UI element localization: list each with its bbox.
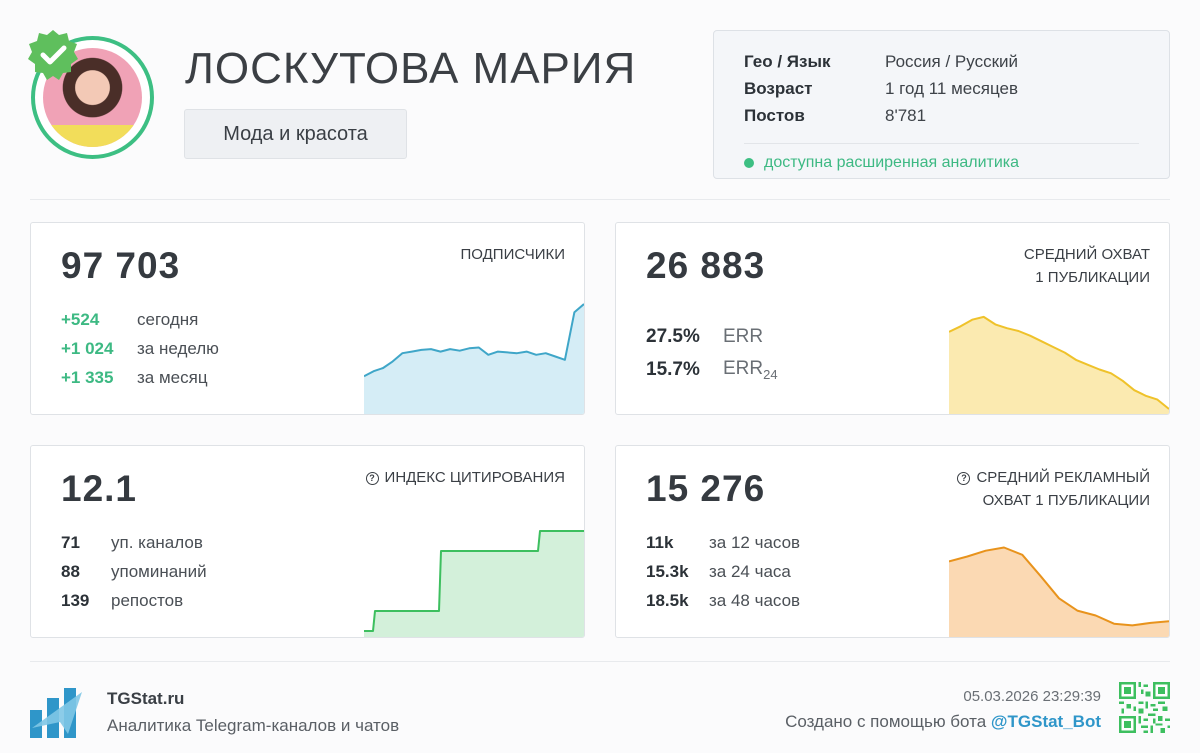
reach-card: 26 883 СРЕДНИЙ ОХВАТ 1 ПУБЛИКАЦИИ 27.5% … xyxy=(615,222,1170,415)
reach-sparkline-area xyxy=(949,316,1169,414)
info-row-geo: Гео / Язык Россия / Русский xyxy=(744,48,1139,75)
stat-label: за 48 часов xyxy=(709,590,801,610)
stat-row: +1 024 за неделю xyxy=(61,334,219,363)
stat-label: за неделю xyxy=(137,338,219,358)
tgstat-logo-icon xyxy=(30,688,82,738)
ad-reach-stats: 11k за 12 часов 15.3k за 24 часа 18.5k за 4… xyxy=(646,528,800,615)
err-row: 27.5% ERR xyxy=(646,320,778,353)
brand-tagline: Аналитика Telegram-каналов и чатов xyxy=(107,716,400,735)
ad-reach-label-text: СРЕДНИЙ РЕКЛАМНЫЙ xyxy=(976,469,1150,486)
stat-value: 11k xyxy=(646,532,674,552)
stat-label: сегодня xyxy=(137,309,199,329)
ad-reach-card: 15 276 ? СРЕДНИЙ РЕКЛАМНЫЙ ОХВАТ 1 ПУБЛИК… xyxy=(615,445,1170,638)
generated-timestamp: 05.03.2026 23:29:39 xyxy=(963,688,1101,705)
created-by-text: Создано с помощью бота xyxy=(785,712,987,731)
brand-name[interactable]: TGStat.ru xyxy=(107,689,185,708)
stat-label: уп. каналов xyxy=(111,532,203,552)
subscribers-card: 97 703 ПОДПИСЧИКИ +524 сегодня +1 024 за н… xyxy=(30,222,585,415)
citation-label[interactable]: ? ИНДЕКС ЦИТИРОВАНИЯ xyxy=(365,466,565,489)
info-row-posts: Постов 8'781 xyxy=(744,102,1139,129)
ad-reach-sparkline-line xyxy=(949,546,1169,627)
footer-divider xyxy=(30,661,1170,662)
channel-info-box: Гео / Язык Россия / Русский Возраст 1 го… xyxy=(713,30,1170,179)
info-value: Россия / Русский xyxy=(885,51,1018,71)
stat-label: репостов xyxy=(111,590,184,610)
bot-link[interactable]: @TGStat_Bot xyxy=(990,712,1101,731)
err-value: 27.5% xyxy=(646,325,700,347)
channel-title: ЛОСКУТОВА МАРИЯ xyxy=(185,44,637,93)
stat-value: 15.3k xyxy=(646,561,689,581)
stat-row: 71 уп. каналов xyxy=(61,528,207,557)
reach-label-line1: СРЕДНИЙ ОХВАТ xyxy=(1023,246,1150,263)
info-value: 8'781 xyxy=(885,105,927,125)
citation-sparkline-line xyxy=(364,530,584,632)
verified-badge-icon xyxy=(28,30,78,80)
reach-label: СРЕДНИЙ ОХВАТ 1 ПУБЛИКАЦИИ xyxy=(1024,243,1150,289)
stat-label: за 12 часов xyxy=(709,532,801,552)
stat-label: за 24 часа xyxy=(709,561,791,581)
stat-value: +524 xyxy=(61,309,100,329)
citation-stats: 71 уп. каналов 88 упоминаний 139 репостов xyxy=(61,528,207,615)
info-row-age: Возраст 1 год 11 месяцев xyxy=(744,75,1139,102)
stat-value: +1 335 xyxy=(61,367,114,387)
header-divider xyxy=(30,199,1170,200)
ad-reach-sparkline-area xyxy=(949,547,1169,637)
stat-row: 18.5k за 48 часов xyxy=(646,586,800,615)
stat-value: 139 xyxy=(61,590,90,610)
reach-count: 26 883 xyxy=(646,245,766,286)
stat-label: упоминаний xyxy=(111,561,207,581)
err-stats: 27.5% ERR 15.7% ERR24 xyxy=(646,320,778,386)
category-tag[interactable]: Мода и красота xyxy=(184,109,407,159)
ad-reach-label[interactable]: ? СРЕДНИЙ РЕКЛАМНЫЙ ОХВАТ 1 ПУБЛИКАЦИИ xyxy=(957,466,1150,512)
ad-reach-sparkline xyxy=(949,546,1169,637)
subscribers-sparkline-area xyxy=(364,304,584,414)
reach-sparkline-line xyxy=(949,315,1169,410)
ad-reach-count: 15 276 xyxy=(646,468,766,509)
info-value: 1 год 11 месяцев xyxy=(885,78,1018,98)
stat-row: +524 сегодня xyxy=(61,305,219,334)
stat-row: 88 упоминаний xyxy=(61,557,207,586)
divider xyxy=(744,143,1139,144)
help-icon: ? xyxy=(957,472,971,485)
status-dot-icon xyxy=(744,158,754,168)
subscribers-label: ПОДПИСЧИКИ xyxy=(460,246,565,263)
ad-reach-label-line2: ОХВАТ 1 ПУБЛИКАЦИИ xyxy=(982,492,1150,509)
ad-reach-label-line1: ? СРЕДНИЙ РЕКЛАМНЫЙ xyxy=(957,466,1150,489)
citation-sparkline xyxy=(364,530,584,637)
stat-row: 139 репостов xyxy=(61,586,207,615)
subscribers-sparkline xyxy=(364,303,584,414)
err-label: ERR xyxy=(723,325,764,347)
stat-row: 11k за 12 часов xyxy=(646,528,800,557)
stat-value: 18.5k xyxy=(646,590,689,610)
citation-index: 12.1 xyxy=(61,468,138,509)
info-key: Постов xyxy=(744,105,805,125)
reach-label-line2: 1 ПУБЛИКАЦИИ xyxy=(1035,269,1150,286)
info-key: Гео / Язык xyxy=(744,51,831,71)
subscribers-stats: +524 сегодня +1 024 за неделю +1 335 за мес… xyxy=(61,305,219,392)
reach-sparkline xyxy=(949,315,1169,414)
err24-label-text: ERR xyxy=(723,357,764,379)
err24-subscript: 24 xyxy=(763,366,778,382)
err24-value: 15.7% xyxy=(646,358,700,380)
extended-analytics-label: доступна расширенная аналитика xyxy=(764,154,1020,171)
err24-row: 15.7% ERR24 xyxy=(646,353,778,386)
citation-label-text: ИНДЕКС ЦИТИРОВАНИЯ xyxy=(384,469,565,486)
citation-card: 12.1 ? ИНДЕКС ЦИТИРОВАНИЯ 71 уп. каналов 8… xyxy=(30,445,585,638)
citation-sparkline-area xyxy=(364,531,584,637)
created-by-line: Создано с помощью бота @TGStat_Bot xyxy=(785,712,1101,732)
stat-value: 71 xyxy=(61,532,80,552)
help-icon: ? xyxy=(365,472,379,485)
stat-value: +1 024 xyxy=(61,338,114,358)
extended-analytics-note[interactable]: доступна расширенная аналитика xyxy=(744,154,1139,172)
err24-label: ERR24 xyxy=(723,358,778,382)
stat-row: 15.3k за 24 часа xyxy=(646,557,800,586)
stat-value: 88 xyxy=(61,561,80,581)
subscribers-sparkline-line xyxy=(364,303,584,378)
qr-code-icon[interactable] xyxy=(1119,682,1170,733)
stat-row: +1 335 за месяц xyxy=(61,363,219,392)
stat-label: за месяц xyxy=(137,367,208,387)
subscribers-count: 97 703 xyxy=(61,245,181,286)
info-key: Возраст xyxy=(744,78,813,98)
